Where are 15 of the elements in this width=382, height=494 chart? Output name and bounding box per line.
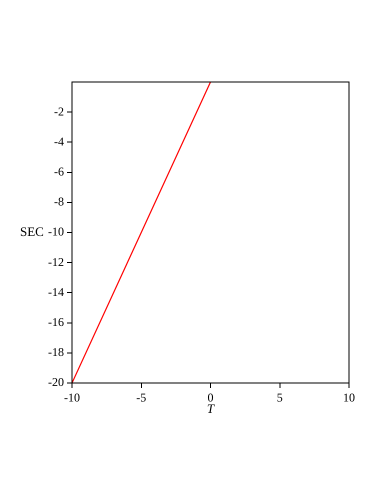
y-tick-label: -6 (54, 164, 64, 178)
x-tick-label: 5 (276, 390, 283, 404)
y-tick-label: -8 (54, 194, 64, 209)
y-tick-label: -2 (54, 104, 64, 118)
y-tick-label: -4 (54, 134, 64, 148)
x-tick-label: -5 (136, 390, 146, 404)
y-tick-label: -20 (48, 375, 64, 390)
y-tick-label: -10 (48, 224, 64, 239)
y-tick-label: -12 (48, 254, 64, 269)
y-axis-title: SEC (20, 224, 44, 239)
y-tick-label: -16 (48, 314, 64, 329)
x-tick-label: 10 (343, 390, 355, 404)
y-tick-label: -14 (48, 284, 64, 299)
y-tick-label: -18 (48, 345, 64, 360)
x-tick-label: -10 (64, 390, 80, 404)
